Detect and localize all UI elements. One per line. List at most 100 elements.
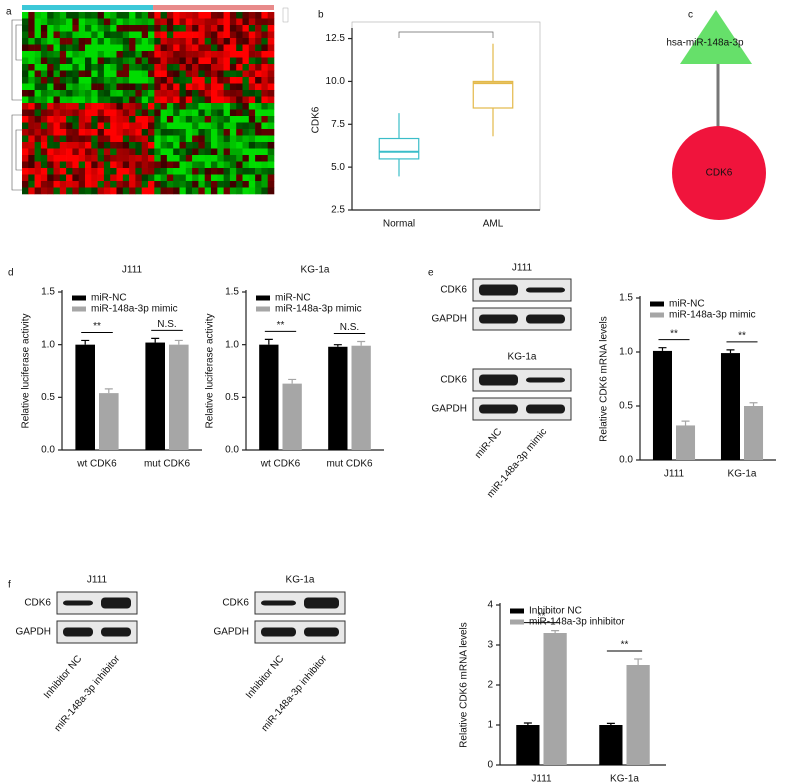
heatmap-cell [66,181,73,188]
heatmap-cell [78,18,86,26]
heatmap-cell [72,51,79,58]
heatmap-cell [34,148,42,156]
heatmap-cell [166,129,174,136]
heatmap-cell [110,187,117,195]
heatmap-cell [103,90,111,97]
heatmap-cell [78,90,86,97]
heatmap-cell [135,38,142,45]
heatmap-cell [192,109,199,117]
x-tick-label: mut CDK6 [144,459,191,470]
heatmap-cell [198,44,205,52]
bar [145,342,165,450]
heatmap-cell [135,31,142,39]
heatmap-cell [22,96,29,104]
heatmap-cell [28,57,35,65]
heatmap-cell [242,90,250,97]
heatmap-cell [59,135,67,143]
heatmap-cell [22,83,29,91]
heatmap-cell [66,77,73,84]
heatmap-cell [148,155,155,162]
heatmap-cell [141,77,149,84]
heatmap-cell [91,109,98,117]
heatmap-cell [28,31,35,39]
heatmap-cell [110,25,117,32]
heatmap-cell [166,168,174,175]
heatmap-cell [166,135,174,143]
heatmap-cell [154,96,161,104]
heatmap-cell [185,187,193,195]
heatmap-cell [97,174,105,182]
heatmap-cell [166,103,174,110]
heatmap-cell [211,148,218,156]
heatmap-cell [229,18,237,26]
heatmap-cell [242,96,250,104]
heatmap-cell [129,51,136,58]
heatmap-cell [59,129,67,136]
heatmap-cell [59,38,67,45]
heatmap-cell [116,155,124,162]
heatmap-cell [40,57,48,65]
heatmap-cell [236,51,243,58]
blot-band [526,287,565,293]
heatmap-cell [34,83,42,91]
heatmap-cell [236,168,243,175]
heatmap-cell [179,51,187,58]
heatmap-cell [103,174,111,182]
heatmap-cell [110,12,117,19]
heatmap-cell [110,155,117,162]
heatmap-cell [160,64,168,71]
heatmap-cell [78,44,86,52]
heatmap-cell [242,57,250,65]
heatmap-cell [242,25,250,32]
heatmap-cell [160,51,168,58]
heatmap-cell [116,135,124,143]
heatmap-cell [236,96,243,104]
heatmap-cell [148,103,155,110]
heatmap-cell [255,103,262,110]
heatmap-cell [211,155,218,162]
heatmap-cell [185,57,193,65]
heatmap-cell [116,64,124,71]
heatmap-cell [122,181,130,188]
heatmap-cell [267,96,275,104]
heatmap-cell [40,135,48,143]
heatmap-cell [185,161,193,169]
heatmap-cell [116,174,124,182]
heatmap-cell [261,155,268,162]
heatmap-cell [110,109,117,117]
heatmap-cell [91,174,98,182]
heatmap-cell [141,174,149,182]
heatmap-cell [198,103,205,110]
heatmap-cell [148,109,155,117]
heatmap-cell [78,25,86,32]
heatmap-cell [267,31,275,39]
heatmap-cell [248,12,256,19]
y-tick-label: 3 [487,640,493,651]
heatmap-cell [179,122,187,130]
heatmap-cell [22,103,29,110]
heatmap-cell [34,12,42,19]
heatmap-cell [85,103,92,110]
heatmap-cell [103,18,111,26]
heatmap-cell [236,57,243,65]
heatmap-cell [248,122,256,130]
heatmap-cell [255,44,262,52]
heatmap-cell [217,109,224,117]
heatmap-cell [154,103,161,110]
heatmap-cell [59,64,67,71]
heatmap-cell [91,187,98,195]
heatmap-cell [66,96,73,104]
heatmap-cell [192,161,199,169]
heatmap-cell [47,161,54,169]
heatmap-cell [173,96,180,104]
heatmap-cell [148,44,155,52]
heatmap-cell [192,122,199,130]
heatmap-cell [255,174,262,182]
heatmap-cell [242,51,250,58]
heatmap-cell [198,38,205,45]
y-tick-label: 1.5 [619,293,633,304]
heatmap-cell [267,38,275,45]
heatmap-cell [72,142,79,149]
heatmap-cell [91,181,98,188]
heatmap-cell [166,116,174,123]
